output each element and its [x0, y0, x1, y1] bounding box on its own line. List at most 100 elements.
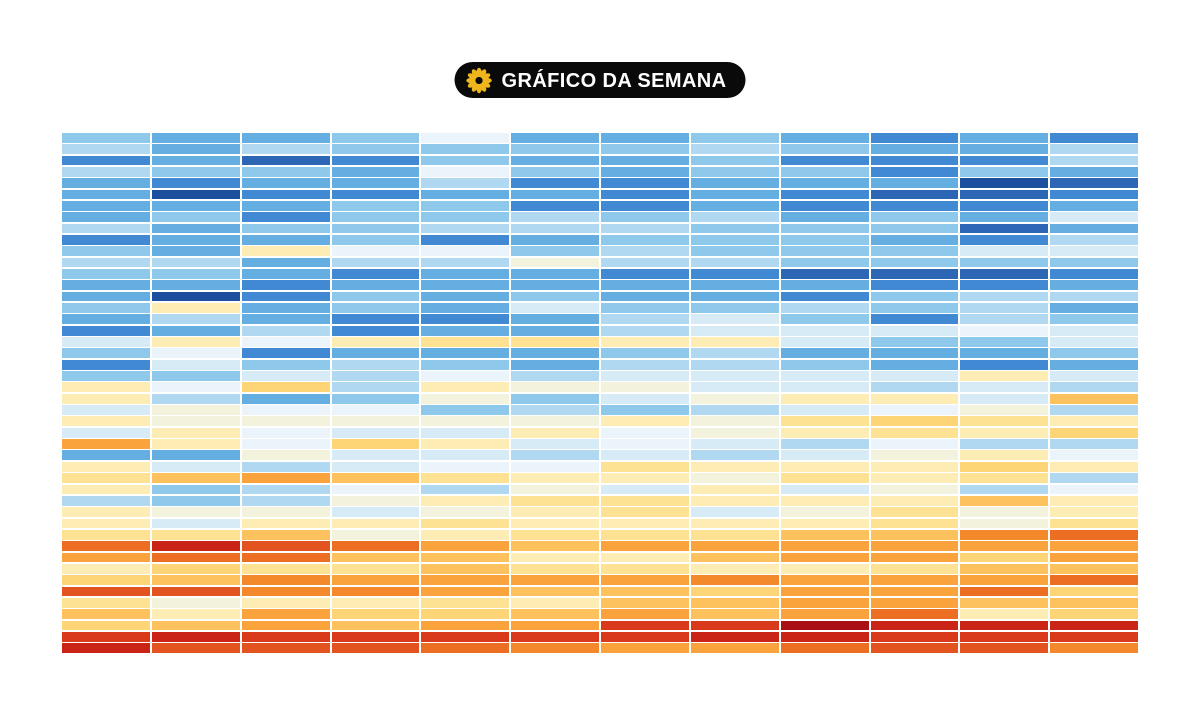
heatmap-cell [62, 552, 150, 563]
heatmap-cell [421, 371, 510, 381]
heatmap-cell [511, 189, 599, 200]
flower-petals [466, 67, 492, 93]
heatmap-cell [870, 280, 959, 291]
heatmap-cell [870, 552, 959, 563]
heatmap-cell [960, 575, 1049, 585]
heatmap-cell [62, 201, 150, 211]
heatmap-cell [151, 416, 240, 427]
heatmap-cell [151, 325, 240, 336]
heatmap-cell [241, 212, 330, 223]
heatmap-cell [690, 189, 779, 200]
heatmap-cell [511, 337, 599, 347]
heatmap-cell [1050, 201, 1138, 211]
heatmap-cell [62, 484, 150, 495]
heatmap-cell [601, 552, 689, 563]
heatmap-cell [1050, 257, 1138, 268]
heatmap-cell [331, 201, 420, 211]
heatmap-cell [421, 314, 510, 325]
heatmap-cell [780, 461, 869, 472]
heatmap-cell [960, 303, 1049, 313]
heatmap-cell [960, 586, 1049, 597]
heatmap-cell [960, 473, 1049, 483]
heatmap-cell [331, 427, 420, 438]
heatmap-cell [780, 382, 869, 393]
heatmap-cell [511, 575, 599, 585]
heatmap-cell [62, 575, 150, 585]
heatmap-cell [421, 518, 510, 529]
heatmap-cell [331, 393, 420, 404]
heatmap-cell [870, 586, 959, 597]
heatmap-cell [1050, 439, 1138, 449]
heatmap-cell [421, 620, 510, 631]
heatmap-cell [870, 450, 959, 461]
heatmap-cell [690, 393, 779, 404]
heatmap-cell [241, 371, 330, 381]
heatmap-cell [601, 620, 689, 631]
heatmap-cell [331, 348, 420, 359]
heatmap-cell [62, 155, 150, 166]
heatmap-cell [331, 257, 420, 268]
heatmap-cell [241, 507, 330, 517]
heatmap-cell [421, 631, 510, 642]
heatmap-cell [241, 609, 330, 619]
heatmap-cell [960, 155, 1049, 166]
heatmap-cell [151, 155, 240, 166]
heatmap-cell [780, 359, 869, 370]
heatmap-cell [780, 201, 869, 211]
heatmap-cell [151, 257, 240, 268]
heatmap-cell [780, 586, 869, 597]
heatmap-cell [960, 178, 1049, 189]
heatmap-cell [241, 348, 330, 359]
heatmap-cell [601, 518, 689, 529]
heatmap-cell [780, 450, 869, 461]
heatmap-cell [511, 348, 599, 359]
heatmap-cell [1050, 371, 1138, 381]
heatmap-cell [62, 597, 150, 608]
heatmap-cell [870, 405, 959, 415]
heatmap-cell [331, 597, 420, 608]
heatmap-cell [151, 552, 240, 563]
heatmap-cell [421, 167, 510, 177]
heatmap-cell [511, 393, 599, 404]
heatmap-cell [780, 223, 869, 234]
heatmap-cell [511, 484, 599, 495]
heatmap-cell [331, 235, 420, 245]
heatmap-cell [690, 223, 779, 234]
heatmap-cell [780, 416, 869, 427]
heatmap-cell [780, 393, 869, 404]
heatmap-cell [151, 167, 240, 177]
heatmap-cell [960, 291, 1049, 302]
heatmap-cell [780, 189, 869, 200]
heatmap-cell [62, 586, 150, 597]
heatmap-cell [421, 529, 510, 540]
heatmap-cell [960, 450, 1049, 461]
heatmap-cell [151, 586, 240, 597]
heatmap-cell [241, 235, 330, 245]
heatmap-cell [151, 439, 240, 449]
heatmap-cell [601, 382, 689, 393]
heatmap-cell [62, 325, 150, 336]
heatmap-cell [62, 223, 150, 234]
heatmap-cell [151, 529, 240, 540]
heatmap-cell [870, 393, 959, 404]
heatmap-cell [690, 348, 779, 359]
heatmap-cell [151, 280, 240, 291]
heatmap-cell [421, 597, 510, 608]
heatmap-cell [241, 575, 330, 585]
heatmap-cell [331, 325, 420, 336]
heatmap-cell [690, 257, 779, 268]
heatmap-cell [1050, 631, 1138, 642]
heatmap-cell [960, 269, 1049, 279]
heatmap-cell [1050, 382, 1138, 393]
heatmap-cell [62, 631, 150, 642]
heatmap-cell [601, 189, 689, 200]
heatmap-cell [241, 597, 330, 608]
heatmap-cell [241, 155, 330, 166]
heatmap-cell [870, 178, 959, 189]
heatmap-cell [870, 529, 959, 540]
heatmap-cell [870, 246, 959, 257]
heatmap-cell [780, 609, 869, 619]
heatmap-cell [1050, 235, 1138, 245]
heatmap-cell [960, 235, 1049, 245]
heatmap-cell [151, 495, 240, 506]
